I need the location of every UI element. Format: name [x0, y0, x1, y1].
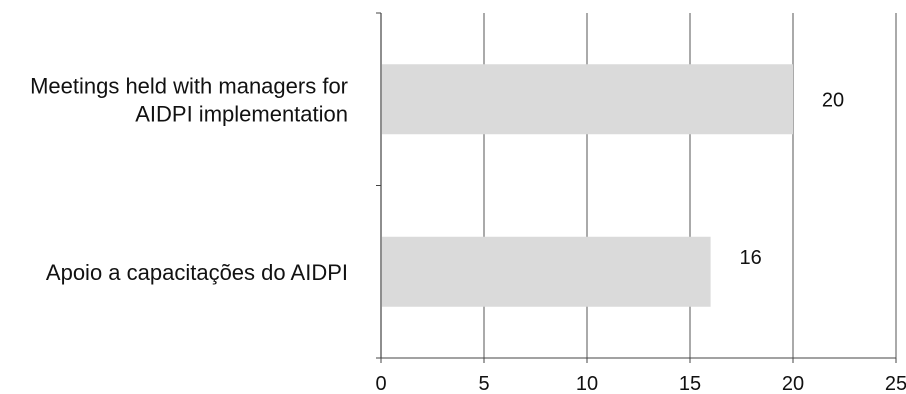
axes [376, 12, 897, 363]
bar [382, 236, 711, 307]
x-tick-label: 5 [478, 373, 489, 394]
x-tick-label: 25 [885, 373, 906, 394]
x-tick-labels: 0 5 10 15 20 25 [375, 373, 906, 394]
category-label: Apoio a capacitações do AIDPI [46, 260, 348, 285]
category-labels: Meetings held with managers for AIDPI imp… [30, 73, 348, 285]
x-tick-label: 0 [375, 373, 386, 394]
data-label: 20 [822, 89, 844, 111]
x-tick-label: 20 [782, 373, 804, 394]
x-tick-label: 15 [679, 373, 701, 394]
x-tick-label: 10 [576, 373, 598, 394]
bar [382, 64, 793, 135]
bars [382, 64, 793, 307]
data-label: 16 [739, 247, 761, 269]
category-label: Meetings held with managers for AIDPI imp… [30, 73, 348, 126]
